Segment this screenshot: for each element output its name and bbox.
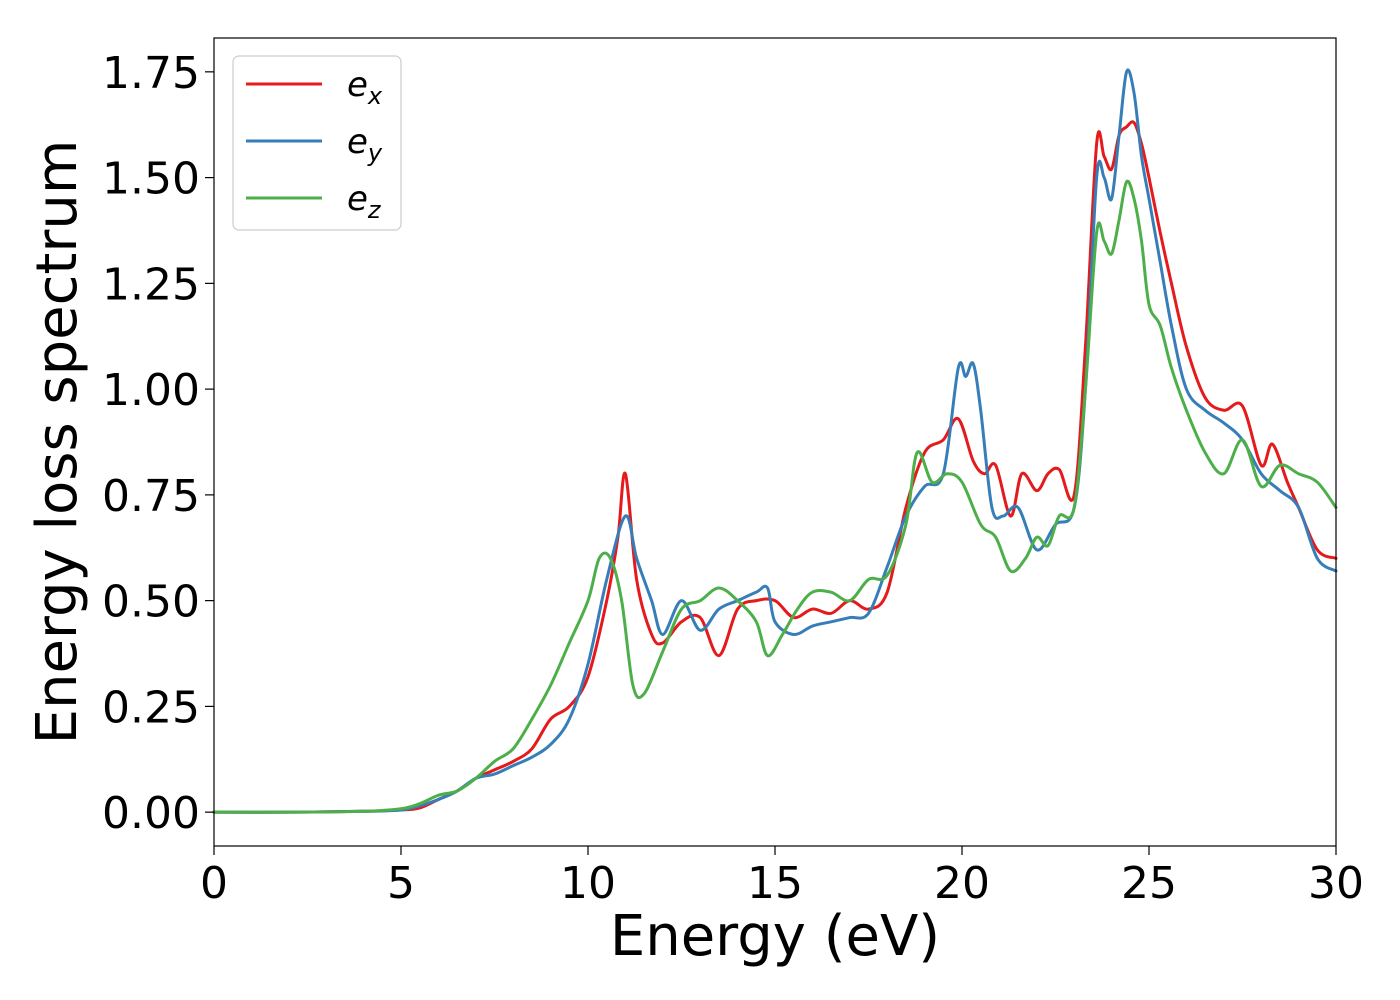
series-line-x [212,120,1338,814]
x-tick-label: 10 [560,858,616,909]
y-tick-label: 0.50 [102,577,200,628]
series-line-y [212,68,1338,814]
x-tick-label: 30 [1308,858,1364,909]
x-tick-label: 25 [1121,858,1177,909]
legend-label-x: ex [347,65,383,110]
x-tick-label: 0 [200,858,228,909]
x-tick-label: 20 [934,858,990,909]
x-axis: 0 5 10 15 20 25 30 [200,846,1364,909]
y-axis-title: Energy loss spectrum [25,140,90,745]
x-tick-label: 15 [747,858,803,909]
y-tick-label: 0.25 [102,682,200,733]
x-axis-title: Energy (eV) [610,904,940,969]
y-tick-label: 1.75 [102,48,200,99]
y-tick-label: 1.25 [102,259,200,310]
y-axis: 0.00 0.25 0.50 0.75 1.00 1.25 1.50 1.75 [102,48,214,839]
x-tick-label: 5 [387,858,415,909]
y-tick-label: 1.00 [102,365,200,416]
series-line-z [212,179,1338,814]
legend-label-y: ey [347,122,383,167]
y-tick-label: 1.50 [102,154,200,205]
y-tick-label: 0.00 [102,788,200,839]
series-layer [212,68,1338,814]
legend-box [232,55,402,231]
y-tick-label: 0.75 [102,471,200,522]
